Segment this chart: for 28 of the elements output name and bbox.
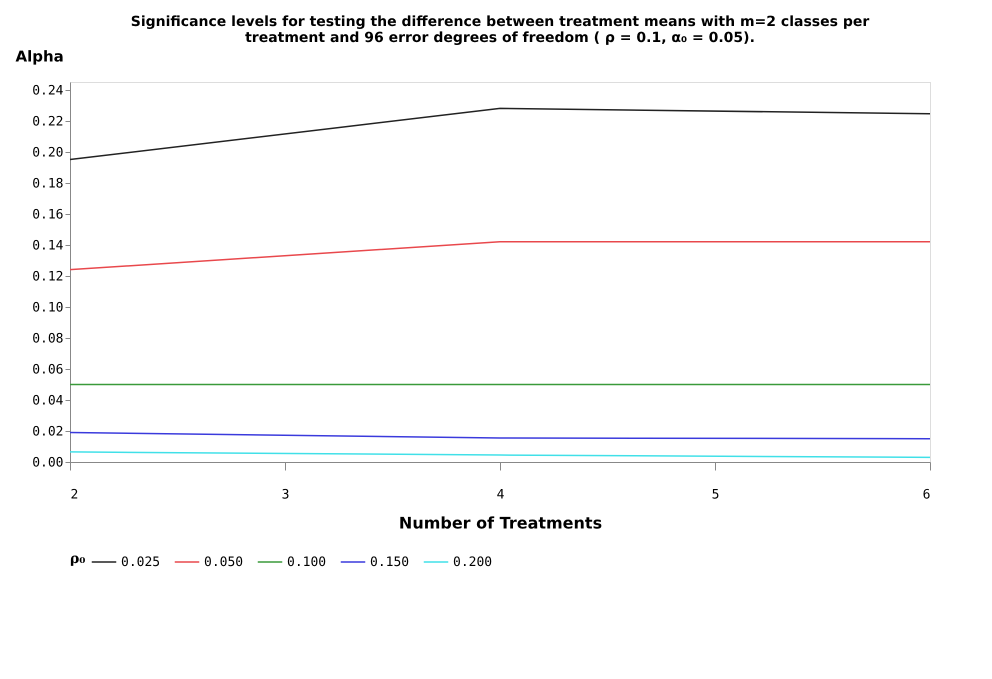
y-tick-label: 0.20 <box>32 145 64 160</box>
legend-label: 0.100 <box>287 555 326 570</box>
y-tick-label: 0.22 <box>32 114 64 130</box>
y-axis-title: Alpha <box>16 48 64 66</box>
x-axis-title: Number of Treatments <box>398 514 602 532</box>
y-tick-label: 0.00 <box>32 456 64 470</box>
y-tick-label: 0.16 <box>32 207 64 222</box>
y-tick-label: 0.08 <box>32 331 64 346</box>
legend-label: 0.200 <box>453 555 492 570</box>
y-tick-label: 0.18 <box>32 176 64 192</box>
legend-title: ρ₀ <box>70 551 86 567</box>
x-tick-label: 5 <box>712 488 720 502</box>
y-tick-label: 0.02 <box>32 424 64 440</box>
y-tick-label: 0.24 <box>32 83 64 98</box>
text: treatment and 96 error degrees of freedom ( ρ = 0.1, α₀ = 0.05). <box>245 30 755 46</box>
x-tick-label: 3 <box>282 488 290 502</box>
legend-label: 0.025 <box>121 555 160 570</box>
y-tick-label: 0.04 <box>32 393 64 408</box>
y-tick-label: 0.06 <box>32 362 64 378</box>
y-tick-label: 0.10 <box>32 300 64 316</box>
text: Significance levels for testing the difference between treatment means with m=2 classes per <box>130 14 870 30</box>
legend-label: 0.050 <box>204 555 244 570</box>
y-tick-label: 0.12 <box>32 269 64 284</box>
y-tick-label: 0.14 <box>32 238 64 254</box>
x-tick-label: 4 <box>496 488 505 502</box>
x-tick-label: 6 <box>922 488 930 502</box>
legend-label: 0.150 <box>370 555 410 570</box>
x-tick-label: 2 <box>70 488 78 502</box>
